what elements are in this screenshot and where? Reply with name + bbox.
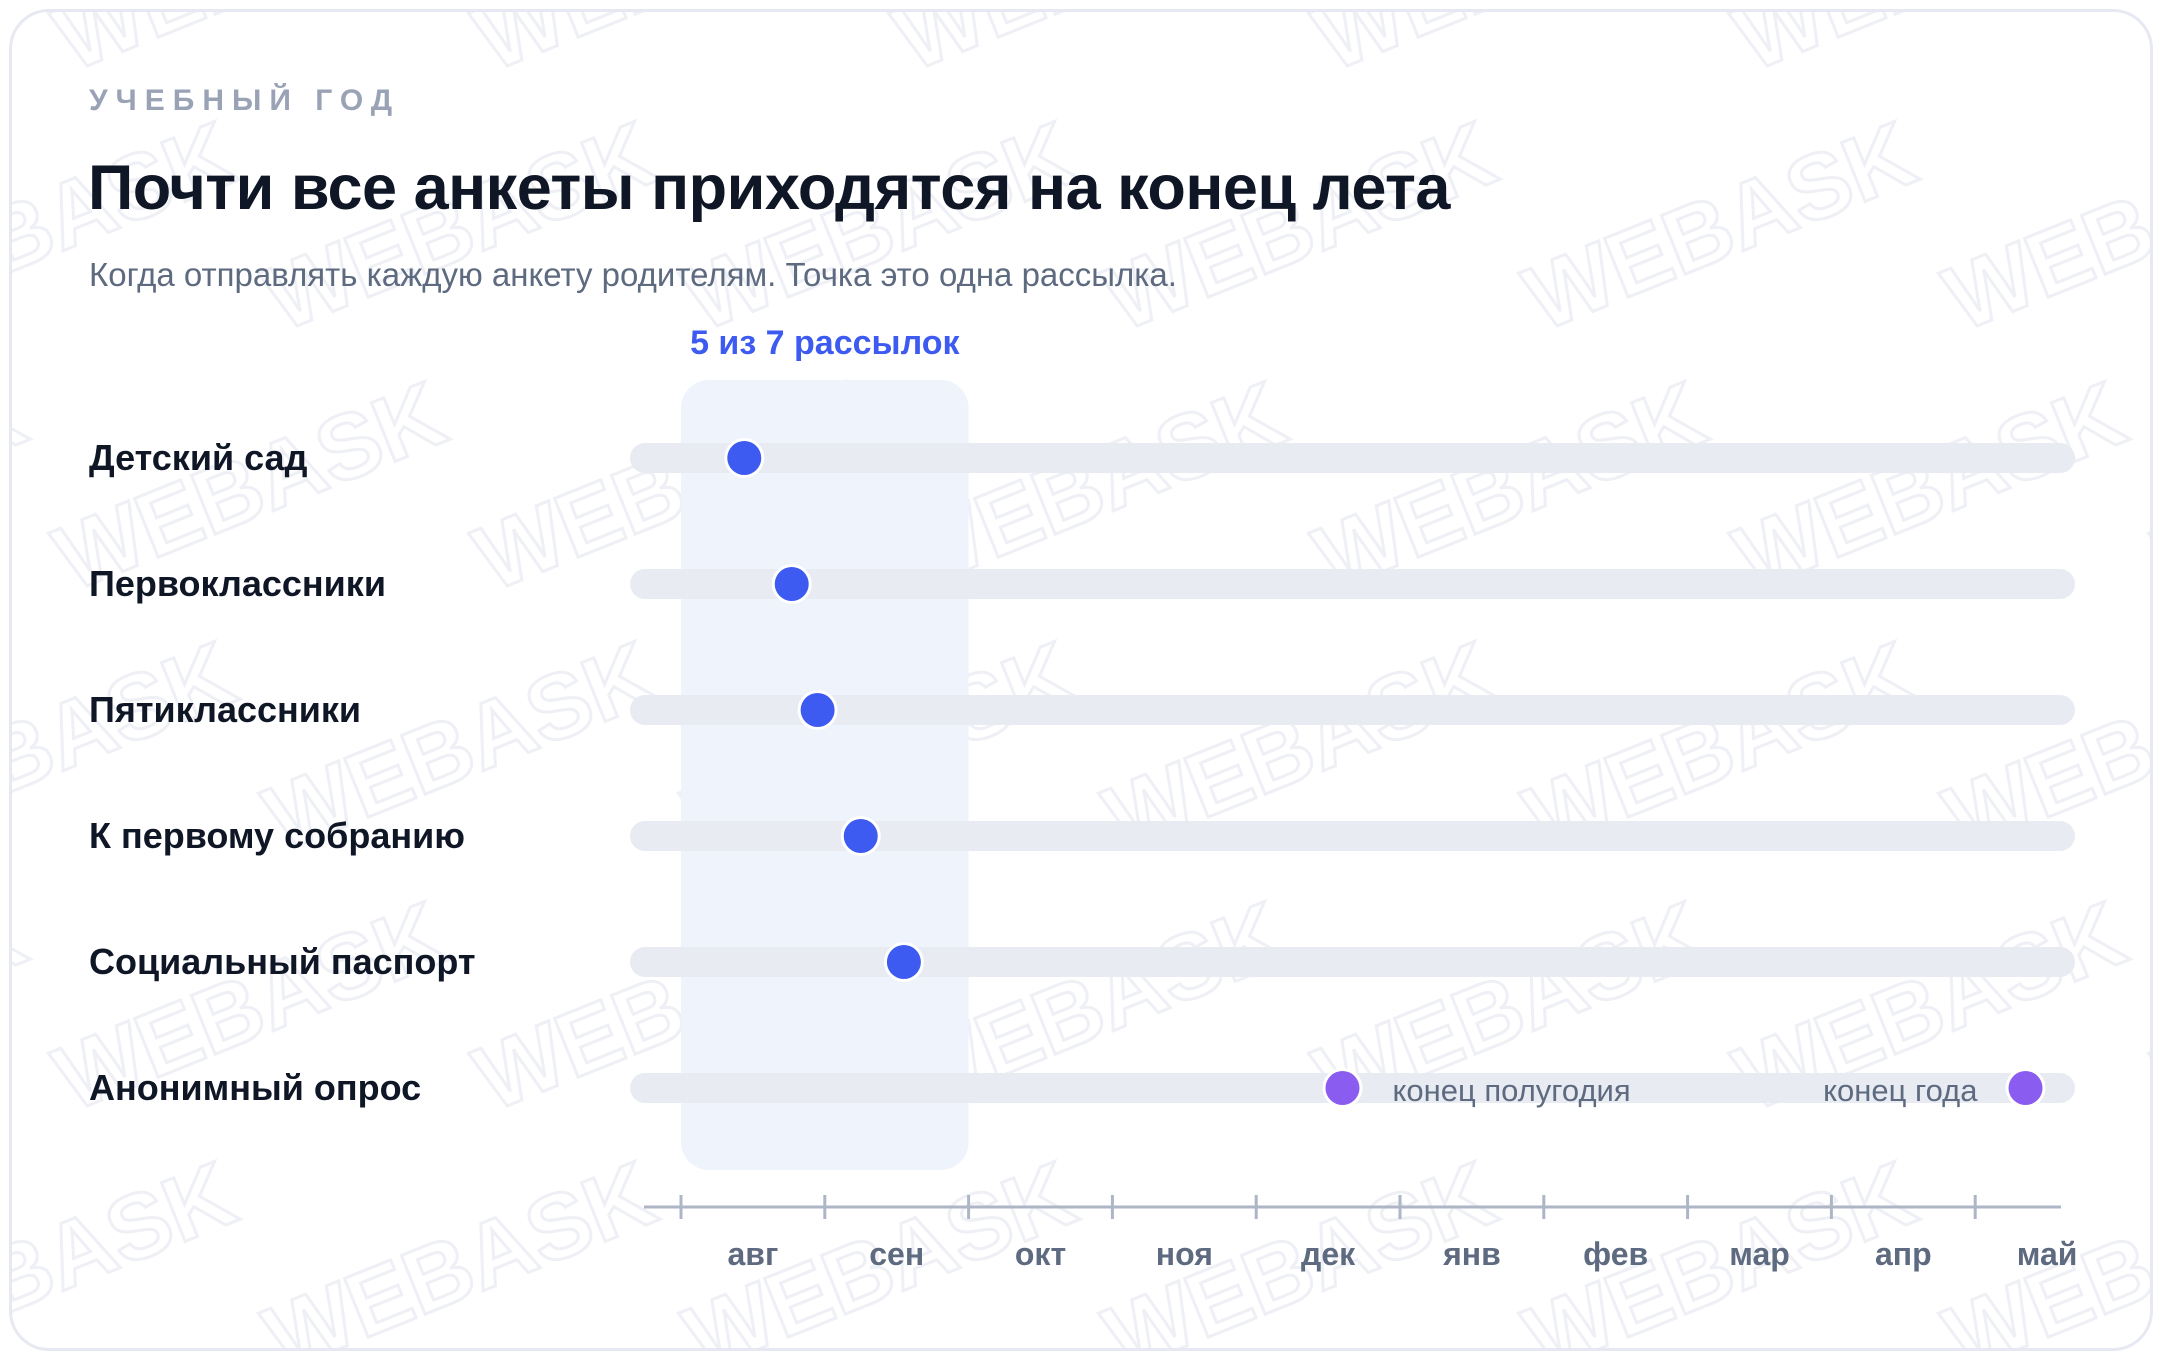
data-point xyxy=(1325,1071,1360,1105)
page-title: Почти все анкеты приходятся на конец лет… xyxy=(88,153,1450,223)
row-label: Социальный паспорт xyxy=(89,941,476,982)
highlight-band xyxy=(681,380,969,1170)
x-tick-label: янв xyxy=(1442,1236,1501,1272)
page-subtitle: Когда отправлять каждую анкету родителям… xyxy=(89,256,1177,293)
data-point xyxy=(774,567,809,601)
timeline-chart: 5 из 7 рассылок конец полугодия конец года… xyxy=(630,324,2078,1272)
x-tick-label: авг xyxy=(728,1236,779,1272)
data-point xyxy=(886,945,921,979)
row-label: Первоклассники xyxy=(89,563,386,604)
point-annotation: конец полугодия xyxy=(1392,1073,1630,1108)
x-tick-label: мар xyxy=(1729,1236,1790,1272)
x-tick-label: апр xyxy=(1875,1236,1932,1272)
row-track xyxy=(630,695,2075,725)
x-tick-label: ноя xyxy=(1156,1236,1213,1272)
data-point xyxy=(727,441,762,475)
row-label: Детский сад xyxy=(89,437,308,478)
x-tick-label: май xyxy=(2017,1236,2078,1272)
row-label: Пятиклассники xyxy=(89,689,362,730)
x-tick-label: сен xyxy=(869,1236,924,1272)
row-label: Анонимный опрос xyxy=(89,1067,422,1108)
highlight-label: 5 из 7 рассылок xyxy=(690,324,960,362)
x-tick-label: дек xyxy=(1301,1236,1356,1272)
x-tick-label: окт xyxy=(1015,1236,1066,1272)
row-track xyxy=(630,947,2075,977)
x-tick-label: фев xyxy=(1583,1236,1648,1272)
row-label: К первому собранию xyxy=(89,815,465,856)
point-annotation: конец года xyxy=(1823,1073,1978,1108)
row-track xyxy=(630,443,2075,473)
row-track xyxy=(630,821,2075,851)
row-track xyxy=(630,569,2075,599)
data-point xyxy=(2008,1071,2043,1105)
chart-card: WEBASK WEBASK WEBASK WEBASK WEBASK WEBASK WEBA… xyxy=(9,9,2153,1351)
eyebrow-label: УЧЕБНЫЙ ГОД xyxy=(89,84,401,117)
data-point xyxy=(800,693,835,727)
data-point xyxy=(843,819,878,853)
